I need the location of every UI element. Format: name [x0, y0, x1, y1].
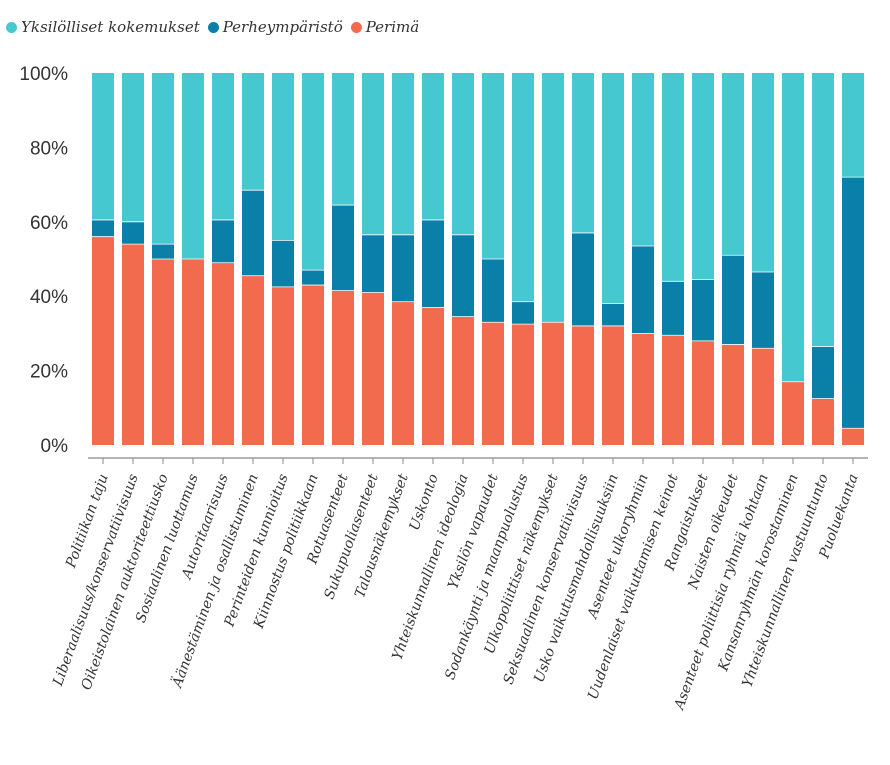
- legend-swatch-perheymparisto: [207, 21, 219, 33]
- bar-segment: [662, 73, 684, 282]
- bar-segment: [482, 73, 504, 259]
- bar-segment: [122, 73, 144, 222]
- bar-segment: [752, 272, 774, 349]
- bar-segment: [722, 73, 744, 256]
- bar-segment: [272, 240, 294, 287]
- legend-label-perheymparisto: Perheympäristö: [222, 18, 343, 36]
- bar-segment: [482, 259, 504, 323]
- bar-segment: [842, 428, 864, 445]
- bar-segment: [842, 73, 864, 178]
- bars: [92, 73, 864, 445]
- bar-segment: [122, 244, 144, 445]
- bar-segment: [482, 322, 504, 445]
- bar-segment: [572, 325, 594, 445]
- legend-item-perheymparisto: Perheympäristö: [207, 18, 343, 36]
- bar-segment: [242, 275, 264, 445]
- bar-segment: [92, 219, 114, 237]
- bar-segment: [722, 344, 744, 445]
- bar-segment: [512, 73, 534, 302]
- bar-segment: [332, 290, 354, 445]
- bar-segment: [692, 73, 714, 280]
- bar-segment: [92, 73, 114, 220]
- bar-segment: [182, 73, 204, 259]
- y-tick-label: 0%: [41, 436, 69, 457]
- bar-segment: [182, 259, 204, 445]
- bar-segment: [452, 316, 474, 445]
- bar-segment: [782, 73, 804, 382]
- bar-segment: [632, 333, 654, 445]
- bar-segment: [842, 177, 864, 429]
- bar-segment: [212, 219, 234, 263]
- legend-item-perima: Perimä: [350, 18, 420, 36]
- bar-segment: [452, 234, 474, 317]
- bar-segment: [752, 348, 774, 445]
- bar-segment: [512, 324, 534, 445]
- bar-segment: [332, 73, 354, 206]
- bar-segment: [92, 236, 114, 445]
- bar-segment: [512, 301, 534, 325]
- bar-segment: [122, 221, 144, 245]
- bar-segment: [662, 281, 684, 336]
- bar-segment: [212, 73, 234, 220]
- bar-segment: [152, 259, 174, 445]
- bar-segment: [632, 73, 654, 246]
- legend-label-perima: Perimä: [365, 18, 420, 36]
- y-axis: 0% 20% 40% 60% 80% 100%: [19, 64, 68, 457]
- bar-segment: [332, 205, 354, 291]
- y-tick-label: 80%: [30, 138, 68, 159]
- bar-segment: [572, 232, 594, 326]
- bar-segment: [242, 190, 264, 276]
- bar-segment: [392, 73, 414, 235]
- bar-segment: [302, 270, 324, 286]
- bar-segment: [302, 73, 324, 271]
- x-axis: Politiikan tajuLiberaalisuus/konservatii…: [50, 457, 868, 714]
- bar-segment: [242, 73, 264, 191]
- bar-segment: [362, 73, 384, 235]
- legend-swatch-perima: [350, 21, 362, 33]
- legend-swatch-yksilolliset: [6, 21, 17, 33]
- bar-segment: [362, 292, 384, 445]
- bar-segment: [302, 285, 324, 445]
- x-tick-label: Uskonto: [407, 472, 442, 533]
- bar-segment: [632, 245, 654, 334]
- bar-segment: [152, 73, 174, 245]
- bar-segment: [812, 73, 834, 347]
- bar-segment: [812, 346, 834, 399]
- bar-segment: [392, 301, 414, 445]
- y-tick-label: 40%: [30, 287, 68, 308]
- bar-segment: [452, 73, 474, 235]
- y-tick-label: 60%: [30, 213, 68, 234]
- bar-segment: [722, 255, 744, 345]
- legend-item-yksilolliset: Yksilölliset kokemukset: [6, 18, 200, 36]
- y-tick-label: 100%: [19, 64, 68, 85]
- bar-segment: [542, 73, 564, 323]
- bar-segment: [602, 325, 624, 445]
- bar-segment: [362, 234, 384, 293]
- bar-segment: [572, 73, 594, 233]
- bar-segment: [782, 381, 804, 445]
- bar-segment: [662, 335, 684, 445]
- bar-segment: [542, 322, 564, 445]
- bar-segment: [152, 244, 174, 259]
- bar-segment: [272, 286, 294, 445]
- y-tick-label: 20%: [30, 362, 68, 383]
- bar-segment: [692, 340, 714, 445]
- bar-segment: [212, 262, 234, 445]
- bar-segment: [422, 73, 444, 220]
- bar-segment: [272, 73, 294, 241]
- bar-segment: [812, 398, 834, 445]
- legend: Yksilölliset kokemukset Perheympäristö P…: [6, 18, 427, 36]
- bar-segment: [422, 219, 444, 308]
- legend-label-yksilolliset: Yksilölliset kokemukset: [21, 18, 200, 36]
- bar-segment: [602, 303, 624, 326]
- bar-segment: [692, 279, 714, 341]
- bar-segment: [752, 73, 774, 273]
- bar-segment: [602, 73, 624, 304]
- bar-segment: [392, 234, 414, 302]
- bar-segment: [422, 307, 444, 445]
